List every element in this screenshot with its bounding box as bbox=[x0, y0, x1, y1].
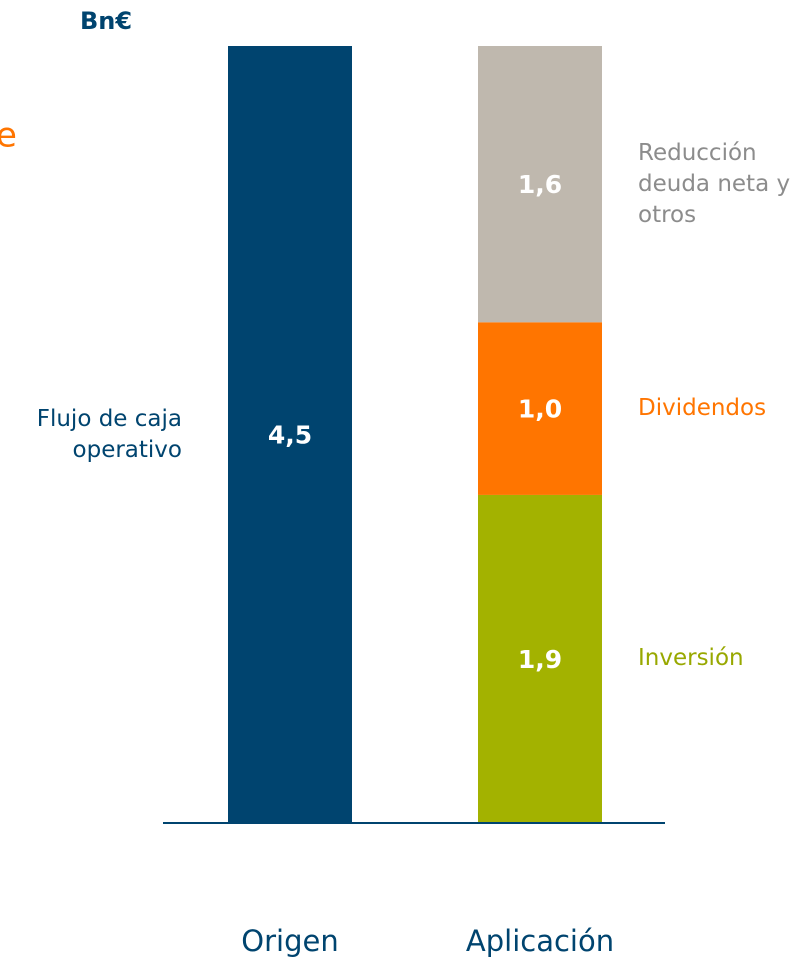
bar-segment bbox=[478, 494, 602, 823]
x-tick-label: Aplicación bbox=[466, 924, 614, 958]
annotation: e bbox=[0, 116, 17, 156]
value-label: 1,9 bbox=[518, 645, 562, 674]
legend-label: Flujo de caja operativo bbox=[36, 405, 182, 463]
bar-segment bbox=[228, 46, 352, 823]
legend-label: Inversión bbox=[638, 645, 744, 672]
value-label: 1,6 bbox=[518, 170, 562, 199]
x-tick-label: Origen bbox=[241, 924, 338, 958]
unit-label: Bn€ bbox=[80, 7, 132, 35]
legend-label: Reducción deuda neta y otros bbox=[638, 139, 791, 228]
bar-segment bbox=[478, 322, 602, 495]
legend-label: Dividendos bbox=[638, 395, 767, 422]
value-label: 1,0 bbox=[518, 395, 562, 424]
value-label: 4,5 bbox=[268, 421, 312, 450]
bar-segment bbox=[478, 46, 602, 323]
